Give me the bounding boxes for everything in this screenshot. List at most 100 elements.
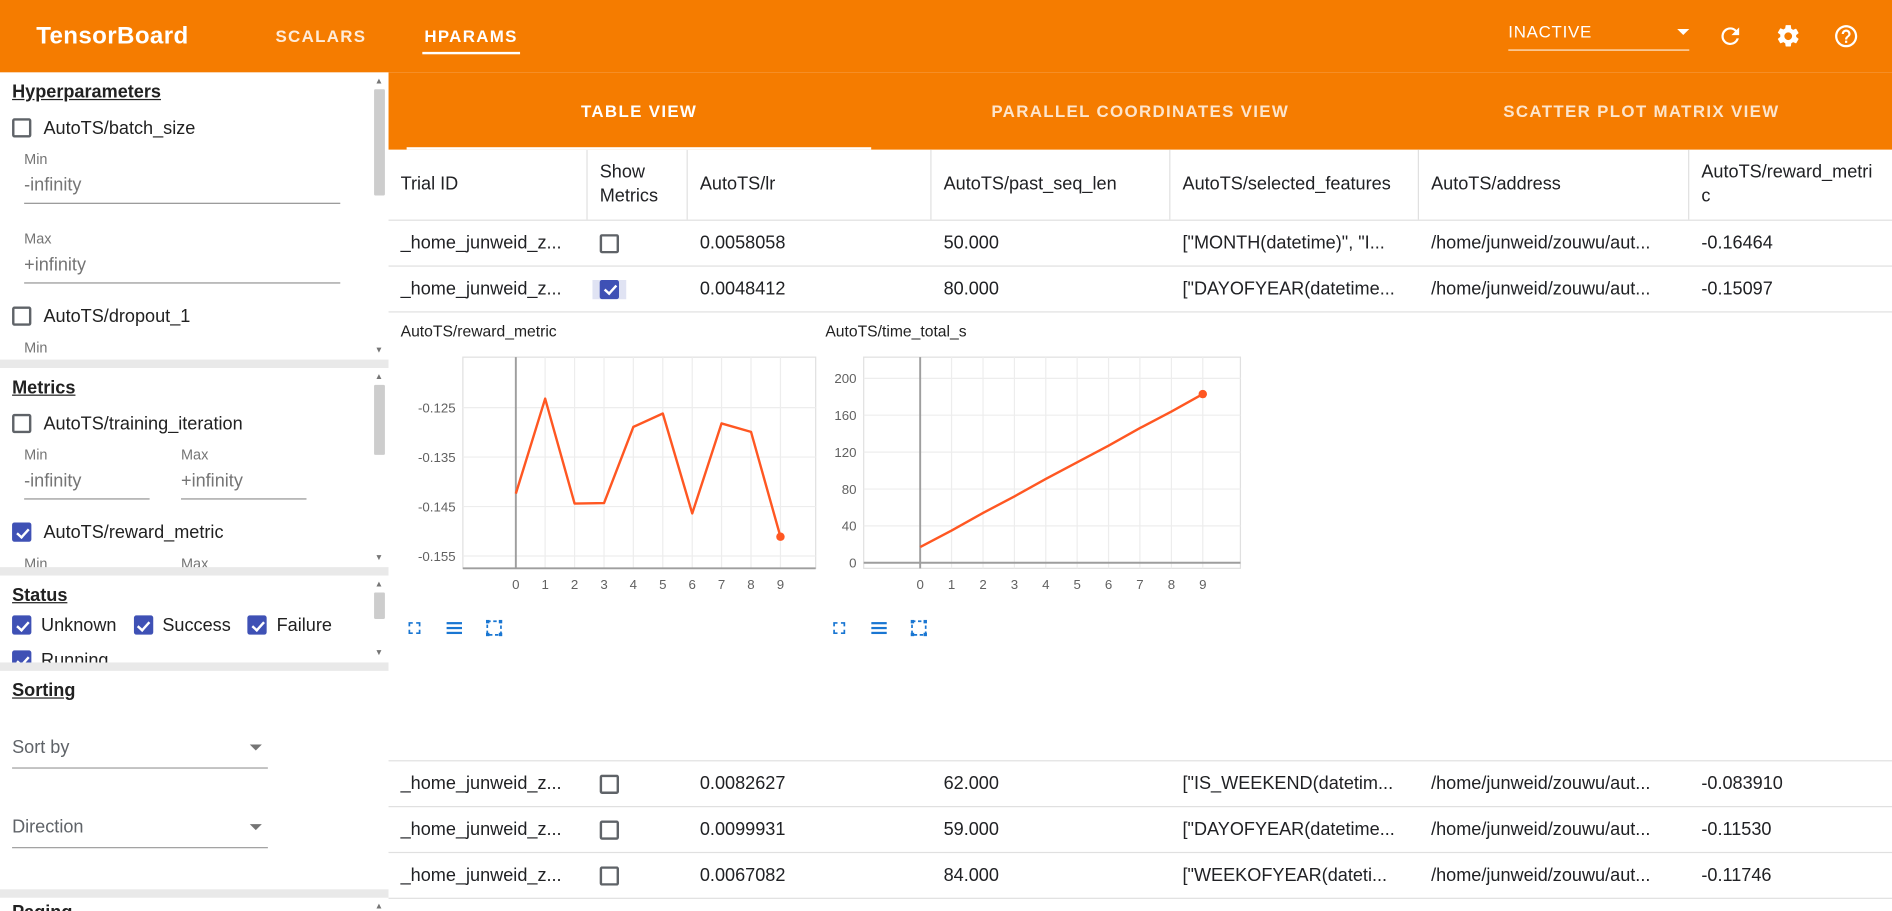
reward-metric-cell: -0.16464 — [1701, 232, 1773, 254]
scroll-down-icon[interactable]: ▼ — [374, 649, 384, 658]
direction-select[interactable]: Direction — [12, 816, 268, 849]
status-running-checkbox[interactable] — [12, 650, 32, 663]
tab-hparams[interactable]: HPARAMS — [395, 0, 546, 72]
hyperparameter-item-dropout[interactable]: AutoTS/dropout_1 — [12, 300, 374, 331]
status-item-failure[interactable]: Failure — [247, 611, 332, 640]
status-unknown-checkbox[interactable] — [12, 615, 32, 635]
show-metrics-checkbox[interactable] — [599, 279, 620, 299]
scroll-up-icon[interactable]: ▲ — [374, 580, 384, 589]
status-failure-checkbox[interactable] — [247, 615, 267, 635]
tab-scalars[interactable]: SCALARS — [275, 26, 367, 46]
max-label: Max — [180, 555, 209, 568]
direction-value: Direction — [12, 816, 84, 838]
svg-text:3: 3 — [1011, 577, 1018, 592]
scroll-down-icon[interactable]: ▼ — [374, 346, 384, 355]
batch-size-max-input[interactable]: +infinity — [24, 250, 341, 284]
sort-by-select[interactable]: Sort by — [12, 737, 268, 769]
status-heading: Status — [12, 585, 68, 606]
table-row[interactable]: _home_junweid_z... 0.0082627 62.000 ["IS… — [388, 761, 1892, 808]
reward-metric-checkbox[interactable] — [12, 522, 32, 542]
tab-parallel-coordinates-view[interactable]: PARALLEL COORDINATES VIEW — [991, 101, 1290, 121]
metric-item-training-iteration[interactable]: AutoTS/training_iteration — [12, 408, 374, 439]
table-row[interactable]: _home_junweid_z... 0.0067082 84.000 ["WE… — [388, 853, 1892, 899]
scroll-down-icon[interactable]: ▼ — [374, 553, 384, 563]
show-metrics-checkbox[interactable] — [599, 233, 620, 253]
tab-scatter-plot-matrix-view[interactable]: SCATTER PLOT MATRIX VIEW — [1503, 101, 1780, 121]
selected-features-cell: ["MONTH(datetime)", "I... — [1182, 232, 1385, 254]
refresh-button[interactable] — [1713, 19, 1747, 53]
column-header-trial-id[interactable]: Trial ID — [389, 149, 588, 220]
scroll-up-icon[interactable]: ▲ — [374, 372, 384, 382]
tensorboard-logo: TensorBoard — [36, 22, 189, 49]
show-metrics-cell — [588, 865, 688, 886]
training-iteration-min-input[interactable]: -infinity — [24, 466, 150, 500]
batch-size-min-field: Min -infinity — [24, 151, 341, 204]
panel-scrollbar[interactable]: ▲ ▼ — [372, 579, 386, 659]
status-success-checkbox[interactable] — [133, 615, 153, 635]
fullscreen-icon[interactable] — [828, 617, 850, 639]
show-metrics-checkbox[interactable] — [599, 865, 620, 886]
column-header-past-seq-len[interactable]: AutoTS/past_seq_len — [932, 149, 1171, 220]
training-iteration-checkbox[interactable] — [12, 413, 32, 434]
status-item-success[interactable]: Success — [133, 611, 231, 640]
show-metrics-cell — [588, 233, 688, 253]
metric-item-reward-metric[interactable]: AutoTS/reward_metric — [12, 516, 374, 547]
past-seq-len-cell: 62.000 — [943, 773, 999, 794]
status-item-running[interactable]: Running — [12, 646, 108, 663]
svg-text:8: 8 — [747, 577, 754, 592]
batch-size-checkbox[interactable] — [12, 118, 32, 138]
view-tabs: TABLE VIEW PARALLEL COORDINATES VIEW SCA… — [388, 72, 1892, 150]
show-metrics-checkbox[interactable] — [599, 774, 620, 794]
svg-text:1: 1 — [541, 577, 548, 592]
status-item-unknown[interactable]: Unknown — [12, 611, 116, 640]
marquee-select-icon[interactable] — [483, 617, 505, 639]
svg-text:7: 7 — [1136, 577, 1143, 592]
panel-scrollbar[interactable]: ▲ ▼ — [372, 76, 386, 356]
marquee-select-icon[interactable] — [907, 617, 929, 639]
hyperparameter-item-batch-size[interactable]: AutoTS/batch_size — [12, 112, 374, 143]
column-header-address[interactable]: AutoTS/address — [1419, 149, 1690, 220]
svg-text:2: 2 — [571, 577, 578, 592]
training-iteration-max-input[interactable]: +infinity — [180, 466, 307, 500]
svg-text:7: 7 — [718, 577, 725, 592]
batch-size-label: AutoTS/batch_size — [43, 117, 196, 139]
column-header-reward-metric[interactable]: AutoTS/reward_metric — [1701, 161, 1873, 207]
scroll-up-icon[interactable]: ▲ — [374, 77, 384, 86]
time-total-line-chart[interactable]: 0 1 2 3 4 5 6 7 8 9 0 40 80 120 160 200 — [825, 345, 1250, 604]
table-row[interactable]: _home_junweid_z... 0.0099931 59.000 ["DA… — [388, 807, 1892, 854]
table-row[interactable]: _home_junweid_z... 0.0048412 80.000 ["DA… — [388, 267, 1892, 313]
settings-button[interactable] — [1771, 19, 1805, 53]
column-header-show-metrics[interactable]: Show Metrics — [588, 149, 688, 220]
svg-text:-0.155: -0.155 — [418, 549, 456, 564]
max-label: Max — [180, 446, 209, 464]
show-metrics-checkbox[interactable] — [599, 819, 620, 840]
svg-text:-0.125: -0.125 — [418, 400, 456, 415]
reward-metric-cell: -0.11530 — [1701, 819, 1772, 840]
reward-metric-max-field: Max — [181, 555, 306, 567]
run-status-dropdown[interactable]: INACTIVE — [1508, 22, 1690, 51]
batch-size-min-input[interactable]: -infinity — [24, 170, 341, 204]
svg-text:8: 8 — [1168, 577, 1175, 592]
help-button[interactable] — [1829, 19, 1863, 53]
column-header-lr[interactable]: AutoTS/lr — [688, 149, 932, 220]
dropout-checkbox[interactable] — [12, 306, 32, 326]
column-header-selected-features[interactable]: AutoTS/selected_features — [1170, 149, 1419, 220]
lr-cell: 0.0067082 — [699, 865, 786, 886]
panel-scrollbar[interactable]: ▲ ▼ — [372, 372, 386, 564]
table-row[interactable]: _home_junweid_z... 0.0058058 50.000 ["MO… — [388, 221, 1892, 267]
fullscreen-icon[interactable] — [403, 617, 425, 639]
panel-scrollbar[interactable]: ▲ — [372, 901, 386, 911]
scrollbar-thumb[interactable] — [373, 384, 385, 455]
scroll-up-icon[interactable]: ▲ — [374, 902, 384, 911]
reward-metric-line-chart[interactable]: 0 1 2 3 4 5 6 7 8 9 -0.155 -0.145 -0.135 -0.125 — [401, 345, 826, 604]
svg-text:6: 6 — [1105, 577, 1112, 592]
data-table-icon[interactable] — [868, 617, 890, 639]
tab-table-view[interactable]: TABLE VIEW — [389, 72, 890, 150]
scrollbar-thumb[interactable] — [373, 592, 385, 620]
training-iteration-max-field: Max +infinity — [180, 446, 307, 500]
svg-text:40: 40 — [842, 519, 857, 534]
scrollbar-thumb[interactable] — [373, 89, 385, 196]
data-table-icon[interactable] — [443, 617, 465, 639]
svg-text:160: 160 — [834, 408, 856, 423]
lr-cell: 0.0099931 — [699, 819, 786, 840]
